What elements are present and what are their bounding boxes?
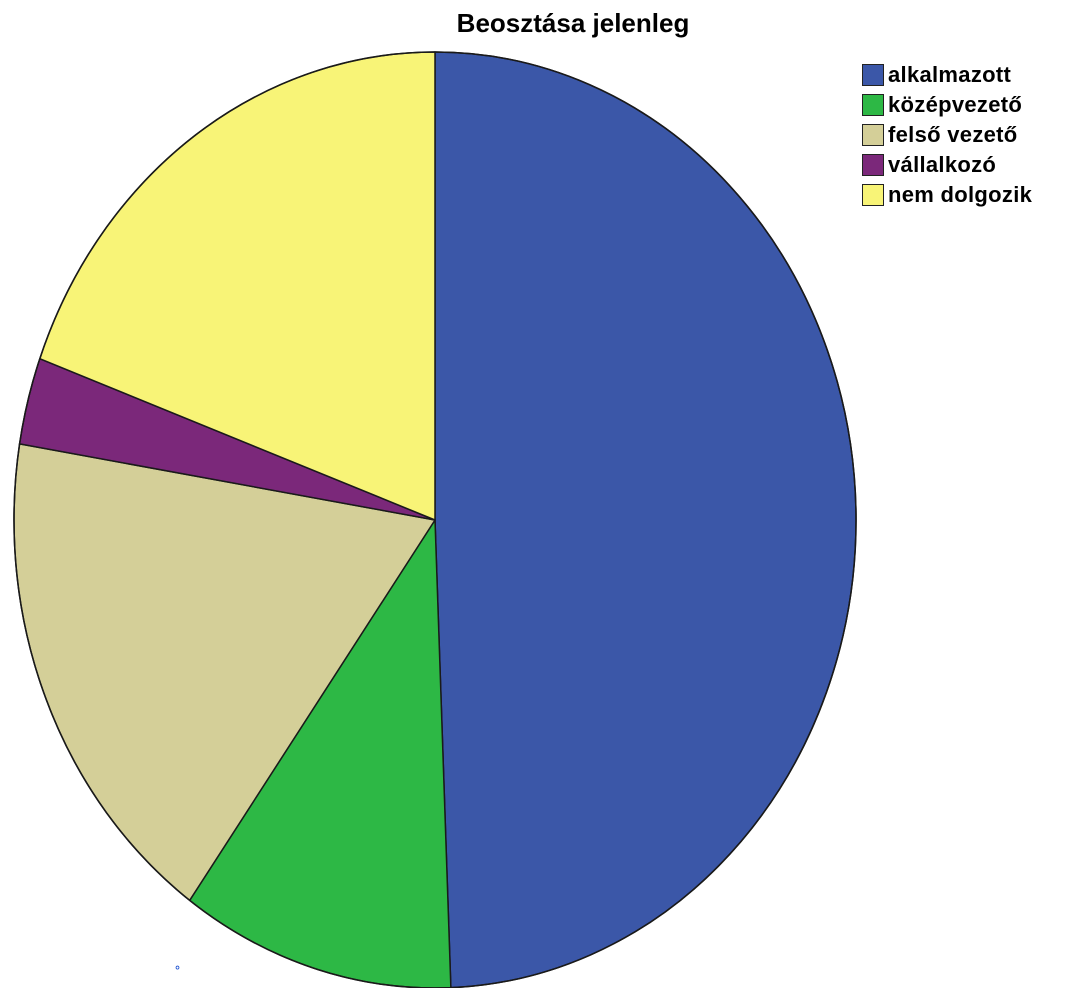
legend-label: felső vezető bbox=[888, 122, 1018, 147]
small-ring-icon: ˚ bbox=[174, 966, 181, 982]
pie-outline bbox=[13, 51, 857, 988]
legend-label: alkalmazott bbox=[888, 62, 1012, 87]
legend-swatch bbox=[862, 94, 884, 116]
legend-item-alkalmazott: alkalmazott bbox=[862, 60, 1062, 90]
chart-title: Beosztása jelenleg bbox=[456, 8, 690, 38]
legend-label: vállalkozó bbox=[888, 152, 997, 177]
legend-item-nem-dolgozik: nem dolgozik bbox=[862, 180, 1062, 210]
legend-swatch bbox=[862, 184, 884, 206]
pie-slice-alkalmazott bbox=[434, 51, 857, 988]
legend-item-felso-vezeto: felső vezető bbox=[862, 120, 1062, 150]
legend-item-vallalkozo: vállalkozó bbox=[862, 150, 1062, 180]
legend-label: nem dolgozik bbox=[888, 182, 1033, 207]
legend-swatch bbox=[862, 154, 884, 176]
legend-swatch bbox=[862, 124, 884, 146]
legend: alkalmazott középvezető felső vezető vállal… bbox=[862, 60, 1062, 210]
legend-items: alkalmazott középvezető felső vezető vállal… bbox=[862, 60, 1062, 210]
legend-swatch bbox=[862, 64, 884, 86]
legend-label: középvezető bbox=[888, 92, 1023, 117]
legend-item-kozepvezeto: középvezető bbox=[862, 90, 1062, 120]
pie-slices bbox=[13, 51, 857, 988]
